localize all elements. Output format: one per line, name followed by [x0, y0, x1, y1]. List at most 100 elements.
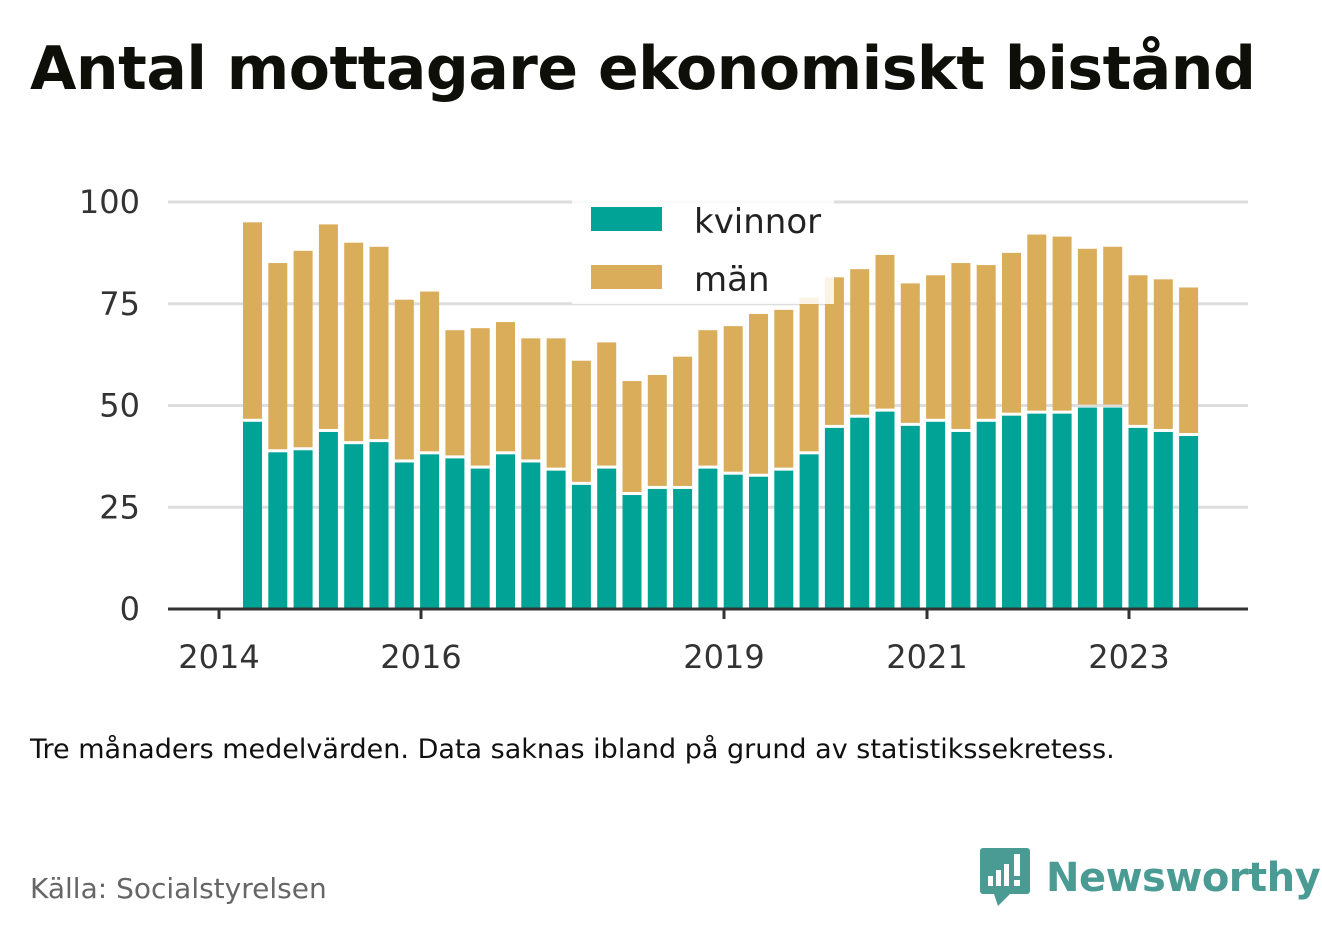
bar-kvinnor	[470, 468, 490, 609]
bar-man	[723, 326, 743, 472]
bar-kvinnor	[900, 425, 920, 609]
bar-kvinnor	[698, 468, 718, 609]
bar-man	[394, 299, 414, 460]
y-tick-label: 0	[120, 590, 140, 628]
legend-label: kvinnor	[694, 202, 821, 242]
bar-man	[470, 328, 490, 466]
bar-man	[318, 224, 338, 429]
bar-kvinnor	[976, 421, 996, 609]
stacked-bar-chart: 0 25 50 75 100 2014 2016 2019 2021 2023 kvinnor m…	[79, 183, 1248, 676]
bar-man	[1077, 248, 1097, 405]
bar-man	[1027, 234, 1047, 411]
bar-kvinnor	[926, 421, 946, 609]
chart-title: Antal mottagare ekonomiskt bistånd	[30, 34, 1256, 104]
bar-man	[571, 360, 591, 482]
bar-man	[900, 283, 920, 423]
source-text: Källa: Socialstyrelsen	[30, 872, 327, 905]
bar-man	[926, 275, 946, 419]
bar-kvinnor	[546, 470, 566, 609]
bar-kvinnor	[1002, 415, 1021, 609]
y-tick-label: 75	[99, 285, 140, 323]
bar-kvinnor	[597, 468, 617, 609]
bar-kvinnor	[571, 484, 591, 609]
bar-man	[749, 313, 768, 474]
x-axis: 2014 2016 2019 2021 2023	[168, 607, 1248, 676]
x-tick-label: 2021	[886, 638, 967, 676]
bar-man	[875, 254, 895, 409]
bars	[243, 222, 1199, 609]
y-tick-label: 100	[79, 183, 140, 221]
bar-kvinnor	[394, 462, 414, 609]
bar-man	[1002, 252, 1021, 413]
brand-name: Newsworthy	[1046, 855, 1321, 901]
bar-man	[1103, 246, 1123, 405]
bar-man	[698, 330, 718, 466]
bar-kvinnor	[850, 417, 870, 609]
bar-man	[293, 250, 313, 448]
bar-man	[1179, 287, 1199, 434]
bar-kvinnor	[723, 474, 743, 609]
bar-man	[824, 277, 844, 425]
bar-kvinnor	[1179, 436, 1199, 609]
legend: kvinnor män	[572, 188, 834, 304]
bar-man	[1153, 279, 1173, 429]
bar-man	[647, 374, 667, 486]
bar-man	[850, 269, 870, 415]
bar-kvinnor	[496, 454, 515, 609]
bar-man	[622, 381, 642, 493]
bar-kvinnor	[445, 458, 465, 609]
legend-swatch	[591, 265, 662, 289]
bar-kvinnor	[774, 470, 794, 609]
bar-kvinnor	[318, 431, 338, 609]
bar-kvinnor	[824, 427, 844, 609]
bar-man	[445, 330, 465, 456]
bar-kvinnor	[243, 421, 262, 609]
bar-man	[673, 356, 693, 486]
bar-kvinnor	[1153, 431, 1173, 609]
bar-man	[243, 222, 262, 419]
bar-kvinnor	[749, 476, 768, 609]
chart-note: Tre månaders medelvärden. Data saknas ib…	[30, 734, 1115, 765]
newsworthy-logo: Newsworthy	[980, 848, 1321, 908]
bar-kvinnor	[647, 488, 667, 609]
bar-kvinnor	[951, 431, 971, 609]
bar-man	[344, 242, 364, 442]
y-axis-ticks: 0 25 50 75 100	[79, 183, 140, 628]
x-tick-label: 2014	[178, 638, 259, 676]
bar-kvinnor	[1027, 413, 1047, 609]
legend-swatch	[591, 207, 662, 231]
bar-man	[597, 342, 617, 466]
legend-label: män	[694, 260, 770, 300]
y-tick-label: 25	[99, 488, 140, 526]
bar-man	[1128, 275, 1148, 425]
bar-kvinnor	[521, 462, 541, 609]
bar-kvinnor	[1077, 407, 1097, 609]
bar-kvinnor	[344, 444, 364, 609]
bar-man	[951, 263, 971, 429]
x-tick-label: 2019	[683, 638, 764, 676]
bar-man	[521, 338, 541, 460]
newsworthy-logo-icon	[980, 848, 1030, 906]
bar-man	[496, 322, 515, 452]
bar-man	[976, 265, 996, 419]
x-tick-label: 2023	[1088, 638, 1169, 676]
bar-man	[1052, 236, 1072, 411]
bar-man	[774, 309, 794, 468]
y-tick-label: 50	[99, 387, 140, 425]
bar-kvinnor	[875, 411, 895, 609]
bar-kvinnor	[369, 442, 389, 609]
bar-kvinnor	[1128, 427, 1148, 609]
bar-man	[799, 297, 819, 452]
bar-man	[369, 246, 389, 440]
bar-man	[268, 263, 288, 450]
bar-kvinnor	[293, 450, 313, 609]
x-tick-label: 2016	[380, 638, 461, 676]
bar-man	[546, 338, 566, 468]
bar-kvinnor	[622, 495, 642, 609]
bar-kvinnor	[673, 488, 693, 609]
bar-man	[420, 291, 440, 452]
bar-kvinnor	[268, 452, 288, 609]
bar-kvinnor	[799, 454, 819, 609]
bar-kvinnor	[420, 454, 440, 609]
bar-kvinnor	[1103, 407, 1123, 609]
